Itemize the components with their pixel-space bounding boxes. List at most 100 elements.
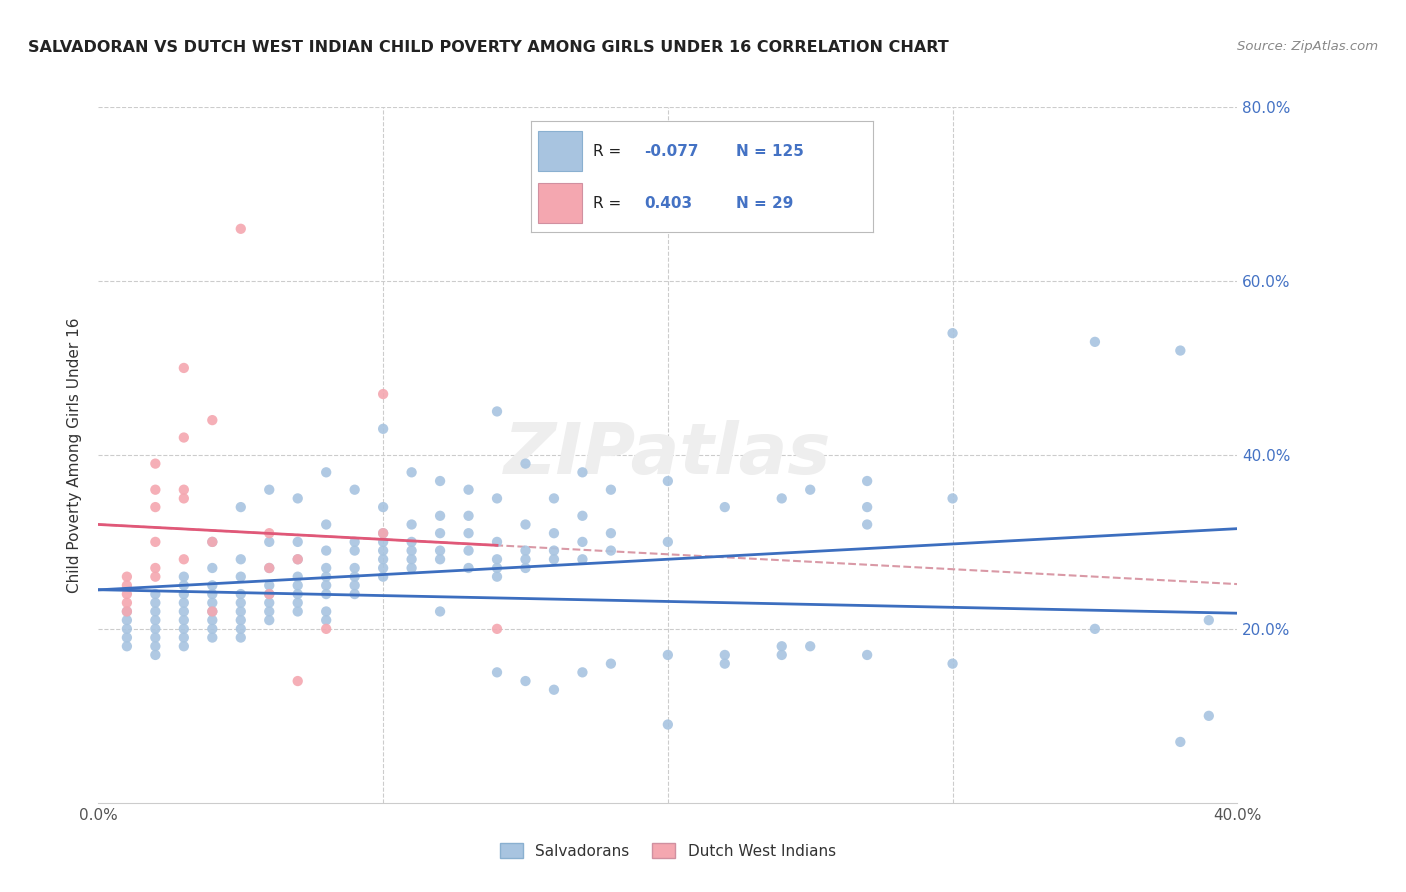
Point xyxy=(373,500,395,514)
Point xyxy=(942,326,965,340)
Point xyxy=(373,387,395,401)
Legend: Salvadorans, Dutch West Indians: Salvadorans, Dutch West Indians xyxy=(494,837,842,864)
Point xyxy=(259,605,281,619)
Point xyxy=(173,491,195,506)
Point xyxy=(145,622,167,636)
Point xyxy=(770,491,793,506)
Point xyxy=(259,534,281,549)
Point xyxy=(259,587,281,601)
Point xyxy=(343,534,366,549)
Point xyxy=(259,596,281,610)
Point xyxy=(856,500,879,514)
Point xyxy=(259,561,281,575)
Text: Source: ZipAtlas.com: Source: ZipAtlas.com xyxy=(1237,40,1378,54)
Point xyxy=(173,622,195,636)
Point xyxy=(571,466,593,480)
Point xyxy=(173,605,195,619)
Point xyxy=(515,561,537,575)
Point xyxy=(343,561,366,575)
Point xyxy=(515,517,537,532)
Point xyxy=(770,639,793,653)
Point xyxy=(145,648,167,662)
Point xyxy=(115,578,138,592)
Point xyxy=(229,596,252,610)
Point xyxy=(145,534,167,549)
Point xyxy=(343,578,366,592)
Point xyxy=(543,543,565,558)
Point xyxy=(201,631,224,645)
Point xyxy=(315,561,337,575)
Point xyxy=(401,517,423,532)
Point xyxy=(429,605,451,619)
Point xyxy=(457,508,479,523)
Point xyxy=(173,552,195,566)
Point xyxy=(1170,735,1192,749)
Point xyxy=(259,578,281,592)
Point xyxy=(373,543,395,558)
Point xyxy=(115,622,138,636)
Point xyxy=(201,605,224,619)
Point xyxy=(173,360,195,375)
Point xyxy=(145,596,167,610)
Point xyxy=(173,613,195,627)
Point xyxy=(486,561,509,575)
Point xyxy=(571,508,593,523)
Point xyxy=(600,483,623,497)
Point xyxy=(457,483,479,497)
Point xyxy=(287,605,309,619)
Point xyxy=(287,587,309,601)
Point xyxy=(515,543,537,558)
Point xyxy=(515,457,537,471)
Point xyxy=(543,491,565,506)
Point xyxy=(373,570,395,584)
Point xyxy=(229,631,252,645)
Point xyxy=(145,605,167,619)
Point xyxy=(942,491,965,506)
Point xyxy=(856,517,879,532)
Point xyxy=(229,613,252,627)
Point xyxy=(401,543,423,558)
Y-axis label: Child Poverty Among Girls Under 16: Child Poverty Among Girls Under 16 xyxy=(67,318,83,592)
Point xyxy=(315,517,337,532)
Point xyxy=(229,500,252,514)
Point xyxy=(229,587,252,601)
Point xyxy=(287,552,309,566)
Point xyxy=(259,526,281,541)
Point xyxy=(373,552,395,566)
Point xyxy=(714,500,737,514)
Point xyxy=(457,561,479,575)
Point xyxy=(115,570,138,584)
Point xyxy=(429,474,451,488)
Point xyxy=(229,622,252,636)
Point xyxy=(287,491,309,506)
Point xyxy=(486,552,509,566)
Point xyxy=(942,657,965,671)
Point xyxy=(600,543,623,558)
Point xyxy=(543,526,565,541)
Point xyxy=(714,648,737,662)
Point xyxy=(1198,613,1220,627)
Point xyxy=(657,648,679,662)
Point xyxy=(287,674,309,689)
Point xyxy=(229,552,252,566)
Point xyxy=(259,561,281,575)
Point xyxy=(201,596,224,610)
Point xyxy=(259,483,281,497)
Point xyxy=(145,500,167,514)
Point xyxy=(1170,343,1192,358)
Point xyxy=(770,648,793,662)
Point xyxy=(115,605,138,619)
Point xyxy=(173,587,195,601)
Point xyxy=(145,613,167,627)
Point xyxy=(799,483,821,497)
Point xyxy=(315,578,337,592)
Point xyxy=(1084,622,1107,636)
Point xyxy=(173,483,195,497)
Point xyxy=(429,552,451,566)
Point xyxy=(457,526,479,541)
Point xyxy=(201,534,224,549)
Point xyxy=(343,570,366,584)
Point xyxy=(515,674,537,689)
Point xyxy=(229,570,252,584)
Point xyxy=(201,587,224,601)
